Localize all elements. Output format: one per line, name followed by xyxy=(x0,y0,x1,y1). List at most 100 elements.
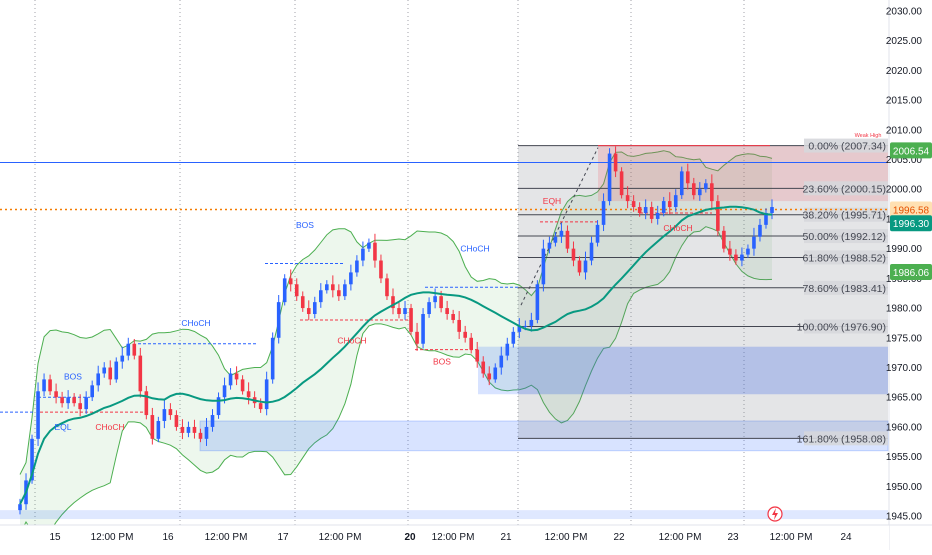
annotation-label: CHoCH xyxy=(663,223,692,233)
candle-body xyxy=(601,201,606,225)
price-tag-label: 2006.54 xyxy=(893,146,930,157)
candle-body xyxy=(631,201,636,208)
annotation-label: BOS xyxy=(64,371,82,381)
price-tag-label: 1996.58 xyxy=(893,206,930,217)
x-tick-label: 24 xyxy=(840,532,852,543)
candle-body xyxy=(48,379,52,392)
candle-body xyxy=(421,314,425,344)
candle-body xyxy=(752,236,756,249)
candle-body xyxy=(607,153,612,202)
annotation-label: EQH xyxy=(543,196,561,206)
candle-body xyxy=(355,260,359,273)
demand-zone xyxy=(0,510,888,520)
x-tick-label: 16 xyxy=(162,532,174,543)
candle-body xyxy=(54,391,58,398)
fib-label-bg xyxy=(804,319,888,334)
candle-body xyxy=(698,189,702,196)
candle-body xyxy=(481,361,486,374)
fib-level-label: 78.60% (1983.41) xyxy=(803,283,886,295)
price-tag xyxy=(890,201,932,218)
fib-level-label: 23.60% (2000.15) xyxy=(803,183,886,195)
fib-label-bg xyxy=(804,250,888,265)
candle-body xyxy=(114,361,119,380)
demand-zone xyxy=(518,346,888,395)
candle-body xyxy=(294,284,299,297)
y-tick-label: 1975.00 xyxy=(886,333,923,344)
price-tag xyxy=(890,142,932,159)
candle-body xyxy=(517,325,522,332)
candle-body xyxy=(132,343,137,356)
candle-body xyxy=(451,314,455,320)
candle-body xyxy=(716,201,720,231)
x-tick-label: 17 xyxy=(277,532,289,543)
annotation-label: CHoCH xyxy=(460,244,489,254)
annotation-label: CHoCH xyxy=(181,318,210,328)
candle-body xyxy=(655,212,660,219)
candle-body xyxy=(475,349,480,362)
candle-body xyxy=(343,284,347,297)
candle-body xyxy=(210,415,215,427)
candle-body xyxy=(764,212,768,225)
candle-body xyxy=(312,302,317,315)
moving-average-line xyxy=(19,205,773,505)
candle-body xyxy=(138,355,143,392)
candle-body xyxy=(337,290,341,297)
candle-body xyxy=(613,153,618,172)
band-fill xyxy=(20,150,772,544)
annotation-label: BOS xyxy=(433,357,451,367)
candle-body xyxy=(72,397,76,404)
y-tick-label: 1980.00 xyxy=(886,304,923,315)
annotation-label: BOS xyxy=(296,220,314,230)
price-tag-label: 1986.06 xyxy=(893,268,930,279)
candle-body xyxy=(433,296,437,303)
candle-body xyxy=(306,308,311,315)
candle-body xyxy=(728,248,732,255)
candle-body xyxy=(246,391,251,398)
candle-body xyxy=(734,254,738,261)
candle-body xyxy=(758,224,762,237)
x-tick-label: 12:00 PM xyxy=(319,532,362,543)
y-tick-label: 1950.00 xyxy=(886,482,923,493)
candle-body xyxy=(300,296,305,309)
candle-body xyxy=(42,379,46,392)
candle-body xyxy=(258,403,263,410)
candle-body xyxy=(186,426,191,433)
y-tick-label: 1965.00 xyxy=(886,393,923,404)
candle-body xyxy=(270,337,275,380)
candle-body xyxy=(264,379,269,410)
candle-body xyxy=(234,373,239,380)
candle-body xyxy=(403,308,407,315)
candle-body xyxy=(571,248,576,261)
candle-body xyxy=(770,207,774,213)
candle-body xyxy=(649,207,654,219)
candle-body xyxy=(102,367,107,374)
y-tick-label: 2010.00 xyxy=(886,125,923,136)
candle-body xyxy=(704,183,708,190)
y-tick-label: 1970.00 xyxy=(886,363,923,374)
x-tick-label: 20 xyxy=(404,532,416,543)
candle-body xyxy=(445,308,449,315)
x-tick-label: 21 xyxy=(500,532,512,543)
candle-body xyxy=(180,426,185,433)
fib-level-label: 0.00% (2007.34) xyxy=(808,141,886,153)
lightning-alert-icon[interactable] xyxy=(772,508,778,520)
candle-body xyxy=(90,385,94,398)
x-axis-background xyxy=(0,525,889,550)
x-tick-label: 12:00 PM xyxy=(770,532,813,543)
upper-band-line xyxy=(19,150,773,475)
candle-body xyxy=(240,379,245,392)
candle-body xyxy=(565,230,570,249)
candle-body xyxy=(625,195,630,202)
candle-body xyxy=(204,426,209,439)
annotation-label: CHoCH xyxy=(95,422,124,432)
fib-label-bg xyxy=(804,181,888,196)
fib-label-bg xyxy=(804,138,888,153)
annotation-label: EQL xyxy=(54,422,71,432)
candle-body xyxy=(547,242,552,249)
y-tick-label: 1945.00 xyxy=(886,512,923,523)
candle-body xyxy=(541,248,546,285)
candle-body xyxy=(228,373,233,386)
candle-body xyxy=(637,207,642,213)
